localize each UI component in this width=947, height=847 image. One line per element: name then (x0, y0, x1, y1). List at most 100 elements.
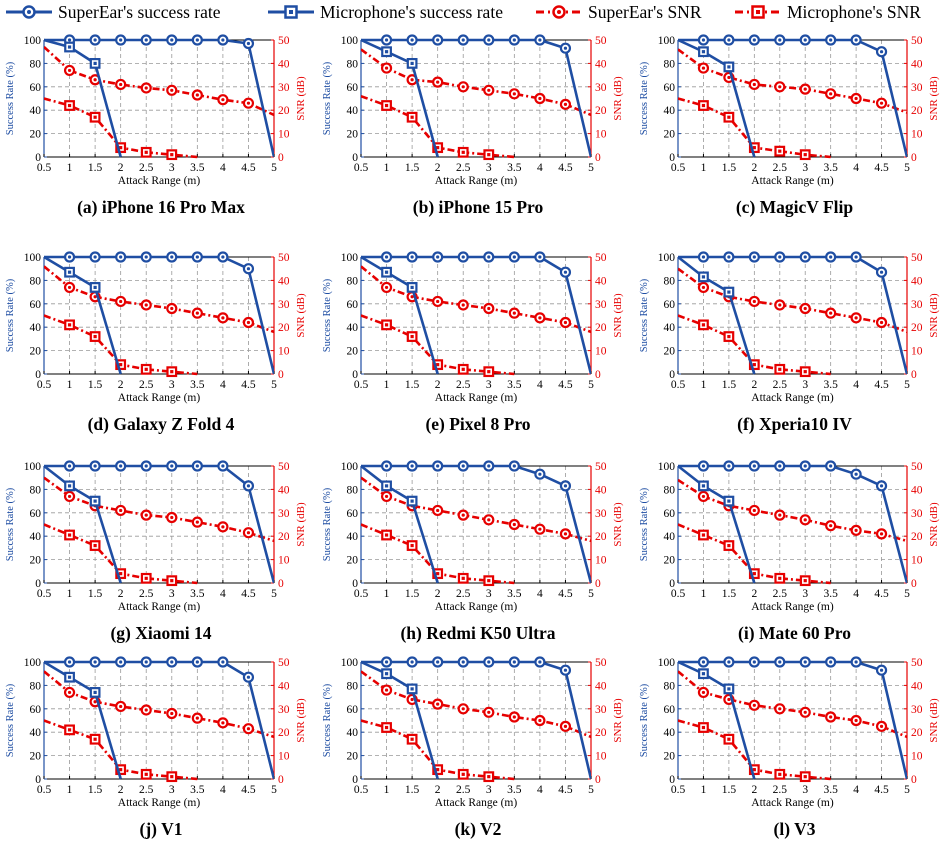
data-point-dot (879, 724, 884, 728)
data-point-dot (144, 464, 148, 468)
y-left-tick-label: 100 (24, 461, 42, 473)
data-point-dot (461, 303, 465, 307)
x-tick-label: 2.5 (139, 588, 154, 600)
x-tick-label: 3 (802, 162, 808, 174)
panel-11: 0.5 1 1.5 2 2.5 3 3.5 4 4.5 502040608010001020304… (322, 656, 624, 839)
data-point-dot (854, 96, 858, 101)
data-point-dot (829, 524, 833, 528)
data-point-dot (170, 775, 174, 779)
y-left-tick-label: 60 (347, 299, 359, 311)
panel-7: 0.5 1 1.5 2 2.5 3 3.5 4 4.5 502040608010001020304… (5, 460, 307, 643)
x-tick-label: 2.5 (456, 784, 471, 796)
x-tick-label: 1.5 (722, 162, 737, 174)
data-point-dot (778, 707, 782, 711)
panel-6: 0.5 1 1.5 2 2.5 3 3.5 4 4.5 502040608010001020304… (639, 251, 940, 434)
data-point-dot (144, 708, 148, 712)
x-tick-label: 2 (435, 588, 441, 600)
legend-marker-dot (27, 10, 31, 14)
y-right-tick-label: 40 (595, 58, 607, 70)
x-axis-label: Attack Range (m) (751, 797, 834, 809)
data-point-dot (436, 363, 440, 367)
data-point-dot (778, 660, 782, 664)
data-point-dot (436, 464, 440, 468)
data-point-dot (487, 579, 491, 583)
data-point-dot (384, 494, 389, 499)
x-tick-label: 4.5 (874, 162, 889, 174)
y-right-tick-label: 10 (278, 129, 290, 141)
series-line (678, 464, 756, 584)
data-point-dot (854, 255, 858, 259)
data-point-dot (119, 255, 123, 259)
legend-label: Microphone's success rate (320, 2, 503, 22)
x-tick-label: 5 (588, 162, 594, 174)
series-4 (361, 314, 515, 378)
y-left-tick-label: 100 (341, 252, 359, 264)
x-tick-label: 3 (486, 784, 492, 796)
data-point-dot (93, 660, 97, 664)
y-right-tick-label: 50 (278, 252, 290, 264)
x-tick-label: 3 (169, 784, 175, 796)
y-left-tick-label: 40 (30, 322, 42, 334)
data-point-dot (384, 660, 389, 664)
y-left-axis-label: Success Rate (%) (322, 487, 333, 561)
data-point-dot (410, 660, 414, 664)
series-line (361, 265, 591, 334)
series-line (44, 660, 122, 780)
data-point-dot (752, 660, 756, 664)
y-right-tick-label: 20 (911, 105, 923, 117)
data-point-dot (778, 367, 782, 371)
series-line (678, 670, 907, 739)
y-left-tick-label: 0 (35, 774, 41, 786)
series-3 (361, 670, 591, 739)
data-point-dot (144, 660, 148, 664)
y-left-tick-label: 0 (669, 774, 675, 786)
x-tick-label: 5 (271, 784, 277, 796)
panel-9: 0.5 1 1.5 2 2.5 3 3.5 4 4.5 502040608010001020304… (639, 460, 940, 643)
series-line (361, 660, 439, 780)
series-1 (678, 656, 907, 780)
x-tick-label: 0.5 (354, 588, 369, 600)
y-right-tick-label: 30 (595, 299, 607, 311)
y-left-tick-label: 20 (347, 346, 359, 358)
data-point-dot (119, 572, 123, 576)
series-line (361, 38, 439, 158)
panel-caption: (a) iPhone 16 Pro Max (77, 197, 245, 217)
data-point-dot (752, 255, 756, 259)
x-tick-label: 3 (486, 379, 492, 391)
y-left-tick-label: 0 (35, 152, 41, 164)
y-right-axis-label: SNR (dB) (295, 76, 307, 121)
y-right-tick-label: 0 (595, 774, 601, 786)
data-point-dot (195, 255, 199, 259)
data-point-dot (563, 102, 568, 106)
data-point-dot (778, 255, 782, 259)
panel-caption: (e) Pixel 8 Pro (425, 414, 530, 434)
data-point-dot (144, 255, 148, 259)
data-point-dot (727, 464, 731, 468)
data-point-dot (563, 484, 568, 488)
data-point-dot (778, 576, 782, 580)
panel-10: 0.5 1 1.5 2 2.5 3 3.5 4 4.5 502040608010001020304… (5, 656, 307, 839)
x-tick-label: 1 (384, 162, 390, 174)
series-1 (361, 460, 591, 584)
data-point-dot (93, 115, 97, 119)
x-axis-label: Attack Range (m) (751, 175, 834, 187)
data-point-dot (144, 86, 148, 90)
data-point-dot (538, 38, 542, 42)
y-right-tick-label: 50 (911, 252, 923, 264)
x-tick-label: 1.5 (88, 379, 103, 391)
data-point-dot (461, 707, 465, 711)
y-left-tick-label: 60 (30, 82, 42, 94)
y-right-axis-label: SNR (dB) (612, 293, 624, 338)
data-point-dot (119, 82, 123, 87)
y-right-tick-label: 10 (595, 129, 607, 141)
x-tick-label: 1.5 (88, 588, 103, 600)
y-right-tick-label: 0 (278, 578, 284, 590)
data-point-dot (727, 687, 731, 691)
data-point-dot (67, 323, 72, 327)
data-point-dot (410, 295, 414, 299)
y-left-tick-label: 20 (347, 129, 359, 141)
x-tick-label: 5 (904, 588, 910, 600)
y-left-tick-label: 40 (664, 105, 676, 117)
data-point-dot (384, 688, 389, 692)
